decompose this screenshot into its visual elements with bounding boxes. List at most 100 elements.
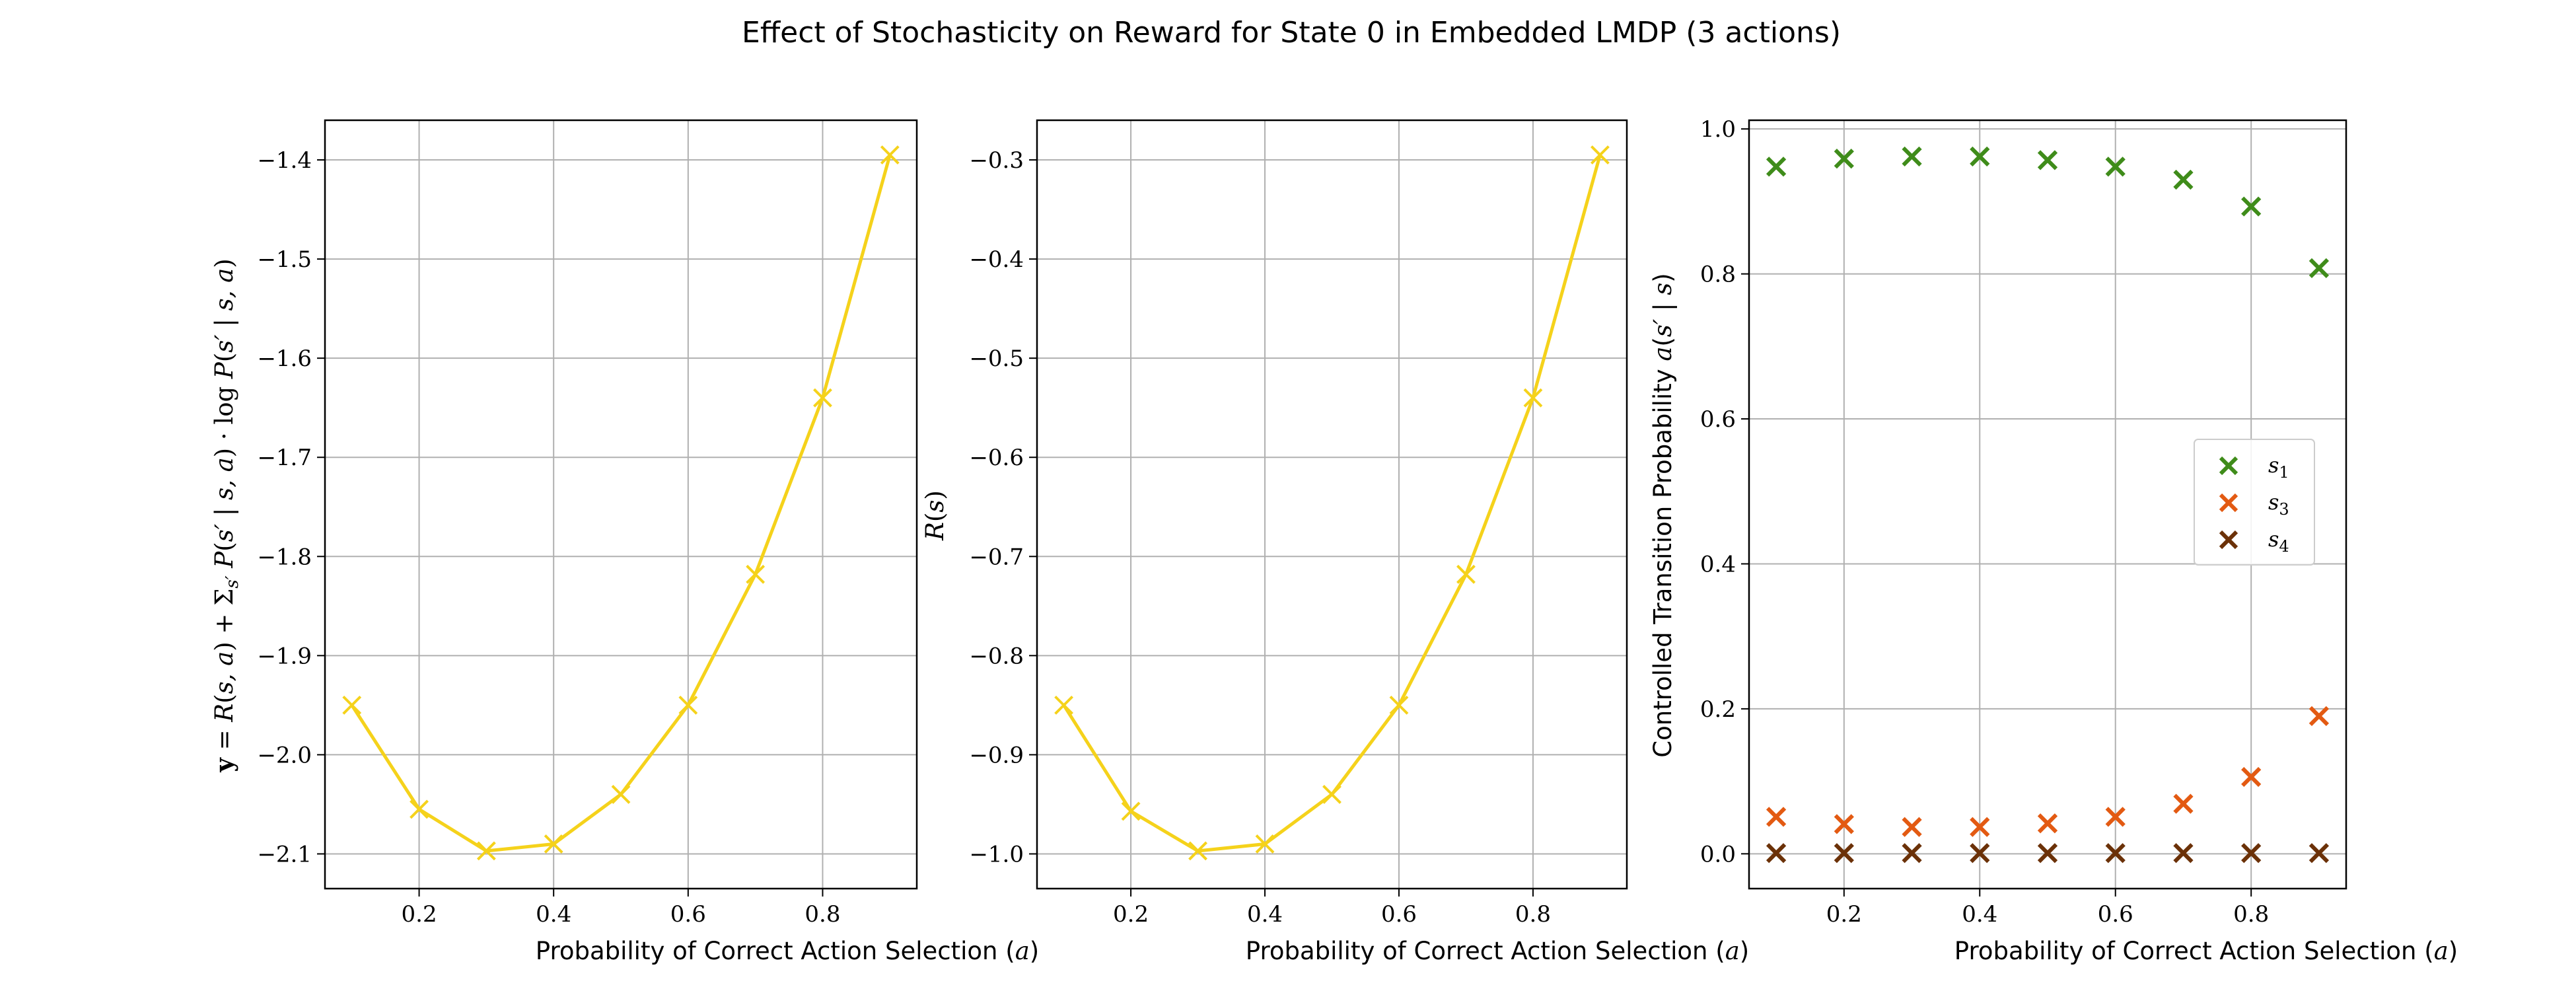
marker-stroke <box>1188 841 1207 861</box>
data-point-marker <box>2173 169 2194 190</box>
y-tick-label: −1.5 <box>257 246 312 273</box>
data-point-marker <box>2308 258 2330 278</box>
data-point-marker <box>1902 843 1922 863</box>
data-point-marker <box>2105 807 2126 827</box>
data-point-marker <box>1834 814 1854 834</box>
data-point-marker <box>342 695 362 715</box>
marker-stroke <box>2105 843 2126 863</box>
x-axis-label-var: a <box>2434 937 2449 965</box>
y-axis-label-y: y <box>209 757 238 773</box>
grid-lines <box>1037 120 1627 889</box>
data-point-marker <box>544 834 563 854</box>
marker-stroke <box>1970 843 1990 863</box>
legend-marker <box>2219 456 2238 476</box>
y-axis-label-p2: P <box>210 361 238 379</box>
tick-marks: 0.2 0.4 0.6 0.8 −2.1 −2.0 −1.9 −1.8 −1.7 −1.6 −1.5… <box>257 147 840 928</box>
legend-item: s4 <box>2219 527 2289 556</box>
data-point-marker <box>2105 157 2126 177</box>
marker-stroke <box>1523 388 1543 408</box>
marker-stroke <box>1255 834 1275 854</box>
data-point-marker <box>1970 146 1990 166</box>
data-point-marker <box>1766 157 1787 177</box>
y-tick-label: −1.0 <box>969 841 1024 867</box>
marker-stroke <box>1902 817 1922 837</box>
data-point-marker <box>678 695 698 715</box>
data-point-marker <box>2037 843 2058 863</box>
x-tick-label: 0.4 <box>1247 901 1283 928</box>
y-axis-label-sa: s, a <box>210 651 238 694</box>
series-marks <box>1766 146 2330 863</box>
marker-stroke <box>1970 817 1990 837</box>
data-point-marker <box>1590 145 1610 165</box>
y-tick-label: 0.0 <box>1700 841 1736 867</box>
y-axis-label-open: ( <box>1649 337 1677 346</box>
y-axis-label-plus: ) + Σ <box>210 589 238 651</box>
data-point-marker <box>1456 564 1476 584</box>
y-tick-label: 1.0 <box>1700 116 1736 143</box>
marker-stroke <box>544 834 563 854</box>
y-tick-label: 0.6 <box>1700 406 1736 433</box>
grid-lines <box>325 120 917 889</box>
marker-stroke <box>2308 843 2330 863</box>
marker-stroke <box>1054 695 1074 715</box>
x-tick-label: 0.8 <box>1515 901 1551 928</box>
y-tick-label: −1.7 <box>257 445 312 471</box>
y-axis-label-cond: s′ | s, a <box>210 457 238 542</box>
marker-stroke <box>880 145 900 165</box>
axes-frame <box>1748 119 2347 890</box>
x-axis-label-text: Probability of Correct Action Selection … <box>1954 937 2434 965</box>
series-marks <box>1054 145 1610 861</box>
y-tick-label: −0.6 <box>969 445 1024 471</box>
marker-stroke <box>1766 157 1787 177</box>
x-tick-label: 0.4 <box>536 901 571 928</box>
marker-stroke <box>2241 843 2262 863</box>
y-axis-label-close: ) <box>921 490 949 499</box>
data-point-marker <box>1766 843 1787 863</box>
panel-reward-r: 0.2 0.4 0.6 0.8 −1.0 −0.9 −0.8 −0.7 −0.6 −0.5 −0.4… <box>921 119 1749 965</box>
axes-frame <box>324 119 918 890</box>
marker-stroke <box>2173 169 2194 190</box>
data-point-marker <box>1766 807 1787 827</box>
legend-label: s1 <box>2268 453 2289 482</box>
tick-marks: 0.2 0.4 0.6 0.8 −1.0 −0.9 −0.8 −0.7 −0.6 −0.5 −0.4… <box>969 147 1551 928</box>
x-axis-label: Probability of Correct Action Selection … <box>536 937 1039 965</box>
data-point-marker <box>2173 843 2194 863</box>
legend-item: s1 <box>2219 453 2289 482</box>
y-axis-label-s: s <box>921 500 949 513</box>
data-point-marker <box>2241 196 2262 217</box>
data-point-marker <box>611 785 631 804</box>
y-axis-label-open: ( <box>921 513 949 522</box>
x-tick-label: 0.8 <box>805 901 840 928</box>
data-point-marker <box>2241 766 2262 788</box>
marker-stroke <box>1456 564 1476 584</box>
marker-stroke <box>1902 843 1922 863</box>
data-point-marker <box>2105 843 2126 863</box>
data-point-marker <box>1054 695 1074 715</box>
marker-stroke <box>2308 258 2330 278</box>
legend-label: s4 <box>2268 527 2289 556</box>
y-tick-label: 0.4 <box>1700 551 1736 577</box>
marker-stroke <box>1389 695 1409 715</box>
y-tick-label: −0.7 <box>969 544 1024 570</box>
marker-stroke <box>1834 149 1854 169</box>
data-point-marker <box>2173 793 2194 814</box>
legend-box <box>2194 439 2315 566</box>
y-axis-label-cond2: s′ | s, a <box>210 268 238 353</box>
legend-marker <box>2219 493 2238 513</box>
marker-stroke <box>1834 843 1854 863</box>
y-axis-label-args: ( <box>210 694 238 703</box>
x-axis-label-text: Probability of Correct Action Selection … <box>1246 937 1725 965</box>
data-point-marker <box>2308 843 2330 863</box>
y-axis-label-log: ) · log <box>210 379 238 457</box>
y-tick-label: −0.5 <box>969 346 1024 372</box>
legend-label: s3 <box>2268 490 2289 519</box>
y-tick-label: −0.4 <box>969 246 1024 273</box>
x-axis-label-var: a <box>1725 937 1740 965</box>
marker-stroke <box>1766 807 1787 827</box>
y-axis-label-close: ) <box>1649 273 1677 282</box>
legend: s1 s3 s4 <box>2194 439 2315 566</box>
marker-stroke <box>2241 766 2262 788</box>
data-point-marker <box>2241 843 2262 863</box>
x-axis-label: Probability of Correct Action Selection … <box>1954 937 2458 965</box>
marker-stroke <box>2105 807 2126 827</box>
